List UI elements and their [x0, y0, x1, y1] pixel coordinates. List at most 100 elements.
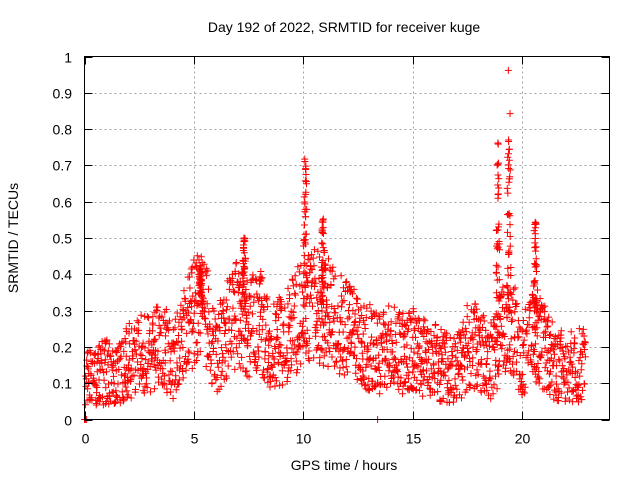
data-point: [494, 328, 502, 336]
data-point: [249, 324, 257, 332]
data-point: [338, 298, 346, 306]
data-point: [381, 372, 389, 380]
data-point: [327, 328, 335, 336]
data-point: [374, 363, 382, 371]
data-point: [131, 340, 139, 348]
data-point: [317, 274, 325, 282]
data-point: [162, 349, 170, 357]
data-point: [222, 319, 230, 327]
data-point: [503, 282, 511, 290]
data-point: [542, 318, 550, 326]
data-points: [81, 66, 589, 423]
data-point: [302, 261, 310, 269]
data-point: [536, 353, 544, 361]
data-point: [226, 315, 234, 323]
data-point: [319, 216, 327, 224]
data-point: [289, 337, 297, 345]
data-point: [390, 378, 398, 386]
data-point: [215, 310, 223, 318]
data-point: [506, 221, 514, 229]
data-point: [236, 316, 244, 324]
data-point: [369, 377, 377, 385]
data-point: [413, 340, 421, 348]
data-point: [198, 277, 206, 285]
data-point: [415, 342, 423, 350]
data-point: [564, 378, 572, 386]
data-point: [506, 345, 514, 353]
data-point: [400, 320, 408, 328]
data-point: [121, 334, 129, 342]
data-point: [301, 158, 309, 166]
data-point: [360, 343, 368, 351]
y-tick-label: 0.4: [53, 267, 73, 283]
data-point: [262, 294, 270, 302]
data-point: [376, 390, 384, 398]
data-point: [129, 355, 137, 363]
data-point: [285, 323, 293, 331]
data-point: [474, 370, 482, 378]
data-point: [320, 284, 328, 292]
data-point: [547, 368, 555, 376]
data-point: [260, 374, 268, 382]
data-point: [325, 313, 333, 321]
data-point: [287, 355, 295, 363]
data-point: [437, 345, 445, 353]
data-point: [418, 357, 426, 365]
data-point: [112, 348, 120, 356]
data-point: [531, 220, 539, 228]
data-point: [569, 363, 577, 371]
data-point: [342, 363, 350, 371]
data-point: [392, 338, 400, 346]
data-point: [248, 329, 256, 337]
data-point: [140, 389, 148, 397]
data-point: [338, 318, 346, 326]
data-point: [533, 308, 541, 316]
data-point: [273, 333, 281, 341]
data-point: [197, 281, 205, 289]
data-point: [458, 394, 466, 402]
data-point: [373, 341, 381, 349]
data-point: [289, 276, 297, 284]
data-point: [318, 289, 326, 297]
data-point: [162, 306, 170, 314]
data-point: [255, 322, 263, 330]
data-point: [99, 393, 107, 401]
data-point: [473, 381, 481, 389]
data-point: [353, 375, 361, 383]
data-point: [413, 376, 421, 384]
data-point: [242, 368, 250, 376]
data-point: [425, 355, 433, 363]
data-point: [319, 283, 327, 291]
data-point: [368, 333, 376, 341]
data-point: [443, 329, 451, 337]
data-point: [340, 371, 348, 379]
data-point: [567, 328, 575, 336]
data-point: [214, 363, 222, 371]
data-point: [557, 327, 565, 335]
data-point: [496, 331, 504, 339]
data-point: [532, 319, 540, 327]
data-point: [298, 329, 306, 337]
data-point: [310, 262, 318, 270]
data-point: [417, 381, 425, 389]
data-point: [84, 385, 92, 393]
y-tick-label: 1: [64, 50, 72, 66]
data-point: [193, 252, 201, 260]
data-point: [319, 230, 327, 238]
data-point: [421, 317, 429, 325]
data-point: [255, 330, 263, 338]
data-point: [302, 269, 310, 277]
data-point: [138, 354, 146, 362]
data-point: [504, 284, 512, 292]
data-point: [353, 355, 361, 363]
data-point: [197, 287, 205, 295]
data-point: [140, 364, 148, 372]
data-point: [385, 367, 393, 375]
data-point: [536, 313, 544, 321]
data-point: [318, 315, 326, 323]
data-point: [319, 240, 327, 248]
data-point: [502, 364, 510, 372]
data-point: [533, 268, 541, 276]
data-point: [351, 343, 359, 351]
data-point: [324, 339, 332, 347]
